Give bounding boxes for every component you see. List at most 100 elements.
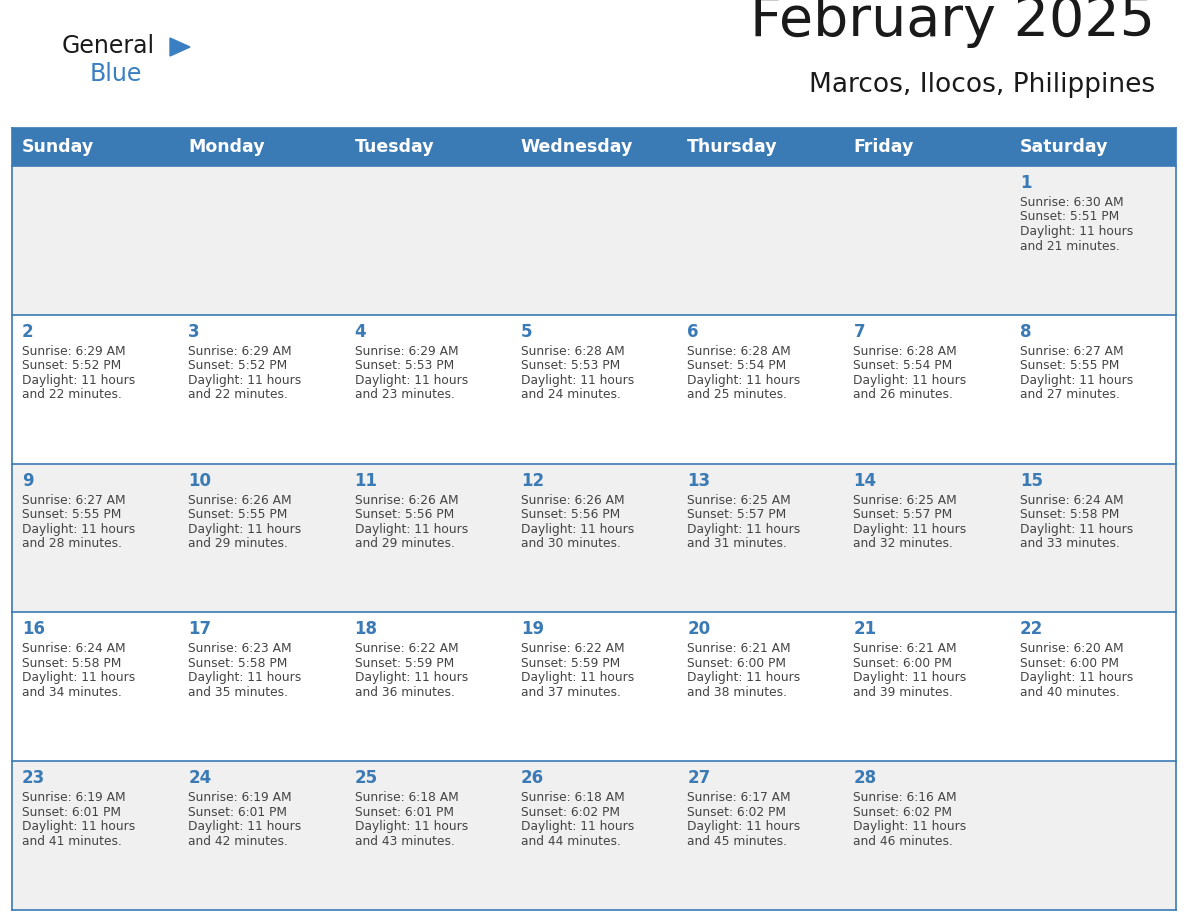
Text: Sunset: 5:59 PM: Sunset: 5:59 PM bbox=[520, 657, 620, 670]
Text: Daylight: 11 hours: Daylight: 11 hours bbox=[853, 374, 967, 386]
Text: and 43 minutes.: and 43 minutes. bbox=[354, 834, 455, 847]
Text: Sunset: 5:53 PM: Sunset: 5:53 PM bbox=[520, 359, 620, 373]
Polygon shape bbox=[170, 38, 190, 56]
Text: 19: 19 bbox=[520, 621, 544, 638]
Bar bbox=[12, 128, 1176, 166]
Text: Sunrise: 6:29 AM: Sunrise: 6:29 AM bbox=[188, 345, 292, 358]
Text: Sunrise: 6:28 AM: Sunrise: 6:28 AM bbox=[687, 345, 791, 358]
Text: 11: 11 bbox=[354, 472, 378, 489]
Text: 9: 9 bbox=[23, 472, 33, 489]
Text: Sunset: 5:52 PM: Sunset: 5:52 PM bbox=[23, 359, 121, 373]
Text: Sunrise: 6:18 AM: Sunrise: 6:18 AM bbox=[520, 791, 625, 804]
Text: Sunrise: 6:26 AM: Sunrise: 6:26 AM bbox=[188, 494, 292, 507]
Text: Sunset: 5:52 PM: Sunset: 5:52 PM bbox=[188, 359, 287, 373]
Text: Sunset: 5:56 PM: Sunset: 5:56 PM bbox=[520, 508, 620, 521]
Text: Sunrise: 6:29 AM: Sunrise: 6:29 AM bbox=[23, 345, 126, 358]
Bar bbox=[12, 761, 1176, 910]
Text: Wednesday: Wednesday bbox=[520, 138, 633, 156]
Text: Sunset: 5:55 PM: Sunset: 5:55 PM bbox=[1019, 359, 1119, 373]
Text: Sunset: 5:55 PM: Sunset: 5:55 PM bbox=[188, 508, 287, 521]
Text: Sunset: 5:56 PM: Sunset: 5:56 PM bbox=[354, 508, 454, 521]
Text: Sunrise: 6:23 AM: Sunrise: 6:23 AM bbox=[188, 643, 292, 655]
Text: Thursday: Thursday bbox=[687, 138, 778, 156]
Text: Daylight: 11 hours: Daylight: 11 hours bbox=[188, 820, 302, 834]
Text: and 45 minutes.: and 45 minutes. bbox=[687, 834, 788, 847]
Text: 21: 21 bbox=[853, 621, 877, 638]
Text: and 22 minutes.: and 22 minutes. bbox=[188, 388, 289, 401]
Text: Sunset: 6:02 PM: Sunset: 6:02 PM bbox=[687, 806, 786, 819]
Text: 4: 4 bbox=[354, 323, 366, 341]
Text: Sunset: 6:02 PM: Sunset: 6:02 PM bbox=[520, 806, 620, 819]
Text: Daylight: 11 hours: Daylight: 11 hours bbox=[1019, 522, 1133, 535]
Text: 13: 13 bbox=[687, 472, 710, 489]
Text: Sunset: 5:58 PM: Sunset: 5:58 PM bbox=[1019, 508, 1119, 521]
Text: 3: 3 bbox=[188, 323, 200, 341]
Text: Sunrise: 6:21 AM: Sunrise: 6:21 AM bbox=[687, 643, 791, 655]
Text: and 29 minutes.: and 29 minutes. bbox=[354, 537, 455, 550]
Text: Sunday: Sunday bbox=[23, 138, 94, 156]
Text: Sunrise: 6:27 AM: Sunrise: 6:27 AM bbox=[23, 494, 126, 507]
Text: Daylight: 11 hours: Daylight: 11 hours bbox=[520, 522, 634, 535]
Text: and 29 minutes.: and 29 minutes. bbox=[188, 537, 289, 550]
Text: Sunrise: 6:19 AM: Sunrise: 6:19 AM bbox=[23, 791, 126, 804]
Text: Sunset: 6:01 PM: Sunset: 6:01 PM bbox=[188, 806, 287, 819]
Text: and 32 minutes.: and 32 minutes. bbox=[853, 537, 953, 550]
Text: Daylight: 11 hours: Daylight: 11 hours bbox=[354, 374, 468, 386]
Text: Sunrise: 6:25 AM: Sunrise: 6:25 AM bbox=[853, 494, 958, 507]
Text: Daylight: 11 hours: Daylight: 11 hours bbox=[23, 820, 135, 834]
Text: Sunset: 5:54 PM: Sunset: 5:54 PM bbox=[687, 359, 786, 373]
Bar bbox=[12, 464, 1176, 612]
Text: Sunrise: 6:26 AM: Sunrise: 6:26 AM bbox=[354, 494, 459, 507]
Text: and 38 minutes.: and 38 minutes. bbox=[687, 686, 788, 699]
Text: Daylight: 11 hours: Daylight: 11 hours bbox=[354, 671, 468, 685]
Text: 8: 8 bbox=[1019, 323, 1031, 341]
Text: Sunset: 5:57 PM: Sunset: 5:57 PM bbox=[687, 508, 786, 521]
Text: and 23 minutes.: and 23 minutes. bbox=[354, 388, 455, 401]
Text: Sunset: 6:00 PM: Sunset: 6:00 PM bbox=[687, 657, 786, 670]
Text: Sunset: 5:54 PM: Sunset: 5:54 PM bbox=[853, 359, 953, 373]
Text: and 28 minutes.: and 28 minutes. bbox=[23, 537, 122, 550]
Text: Sunrise: 6:30 AM: Sunrise: 6:30 AM bbox=[1019, 196, 1124, 209]
Text: 10: 10 bbox=[188, 472, 211, 489]
Text: and 22 minutes.: and 22 minutes. bbox=[23, 388, 122, 401]
Text: 5: 5 bbox=[520, 323, 532, 341]
Text: Daylight: 11 hours: Daylight: 11 hours bbox=[687, 374, 801, 386]
Text: Sunset: 5:51 PM: Sunset: 5:51 PM bbox=[1019, 210, 1119, 223]
Text: and 27 minutes.: and 27 minutes. bbox=[1019, 388, 1119, 401]
Text: Sunset: 6:00 PM: Sunset: 6:00 PM bbox=[1019, 657, 1119, 670]
Text: 20: 20 bbox=[687, 621, 710, 638]
Text: Marcos, Ilocos, Philippines: Marcos, Ilocos, Philippines bbox=[809, 72, 1155, 98]
Text: Sunset: 6:01 PM: Sunset: 6:01 PM bbox=[23, 806, 121, 819]
Text: Sunset: 6:02 PM: Sunset: 6:02 PM bbox=[853, 806, 953, 819]
Text: Daylight: 11 hours: Daylight: 11 hours bbox=[1019, 225, 1133, 238]
Text: 12: 12 bbox=[520, 472, 544, 489]
Text: Daylight: 11 hours: Daylight: 11 hours bbox=[354, 522, 468, 535]
Text: Sunrise: 6:24 AM: Sunrise: 6:24 AM bbox=[23, 643, 126, 655]
Text: Sunrise: 6:22 AM: Sunrise: 6:22 AM bbox=[520, 643, 625, 655]
Text: Sunset: 5:59 PM: Sunset: 5:59 PM bbox=[354, 657, 454, 670]
Text: Saturday: Saturday bbox=[1019, 138, 1108, 156]
Text: Sunset: 5:55 PM: Sunset: 5:55 PM bbox=[23, 508, 121, 521]
Text: and 35 minutes.: and 35 minutes. bbox=[188, 686, 289, 699]
Text: Daylight: 11 hours: Daylight: 11 hours bbox=[23, 671, 135, 685]
Text: Sunrise: 6:24 AM: Sunrise: 6:24 AM bbox=[1019, 494, 1124, 507]
Text: and 33 minutes.: and 33 minutes. bbox=[1019, 537, 1119, 550]
Text: Daylight: 11 hours: Daylight: 11 hours bbox=[23, 522, 135, 535]
Text: Sunset: 6:01 PM: Sunset: 6:01 PM bbox=[354, 806, 454, 819]
Text: and 30 minutes.: and 30 minutes. bbox=[520, 537, 621, 550]
Text: Sunrise: 6:27 AM: Sunrise: 6:27 AM bbox=[1019, 345, 1124, 358]
Text: and 26 minutes.: and 26 minutes. bbox=[853, 388, 953, 401]
Text: Daylight: 11 hours: Daylight: 11 hours bbox=[188, 671, 302, 685]
Text: Daylight: 11 hours: Daylight: 11 hours bbox=[23, 374, 135, 386]
Text: Daylight: 11 hours: Daylight: 11 hours bbox=[520, 671, 634, 685]
Text: Monday: Monday bbox=[188, 138, 265, 156]
Text: 2: 2 bbox=[23, 323, 33, 341]
Text: Daylight: 11 hours: Daylight: 11 hours bbox=[853, 522, 967, 535]
Text: Daylight: 11 hours: Daylight: 11 hours bbox=[520, 820, 634, 834]
Text: 22: 22 bbox=[1019, 621, 1043, 638]
Text: Daylight: 11 hours: Daylight: 11 hours bbox=[520, 374, 634, 386]
Text: and 24 minutes.: and 24 minutes. bbox=[520, 388, 621, 401]
Text: 25: 25 bbox=[354, 769, 378, 788]
Text: Daylight: 11 hours: Daylight: 11 hours bbox=[687, 671, 801, 685]
Text: and 36 minutes.: and 36 minutes. bbox=[354, 686, 455, 699]
